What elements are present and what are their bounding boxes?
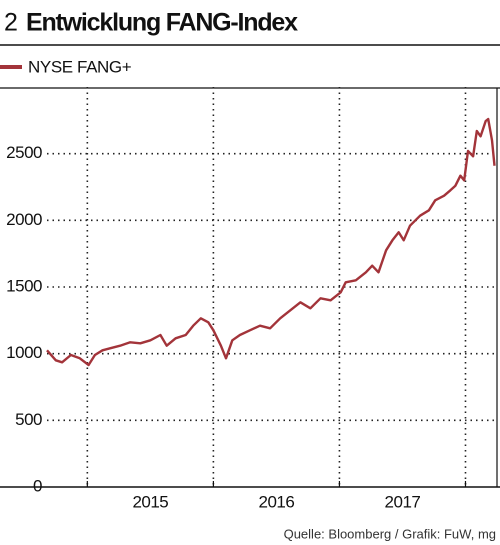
y-tick-label: 500 — [15, 410, 42, 429]
legend-label: NYSE FANG+ — [28, 57, 132, 76]
x-tick-label: 2015 — [132, 492, 168, 511]
y-tick-label: 2500 — [6, 143, 42, 162]
chart-title: Entwicklung FANG-Index — [26, 9, 298, 37]
chart-number: 2 — [4, 9, 18, 37]
series-line — [46, 117, 496, 367]
x-tick-label: 2017 — [385, 492, 421, 511]
x-tick-label: 2016 — [258, 492, 294, 511]
y-tick-label: 0 — [33, 476, 42, 495]
y-tick-label: 1000 — [6, 343, 42, 362]
y-tick-label: 2000 — [6, 210, 42, 229]
source: Quelle: Bloomberg / Grafik: FuW, mg — [284, 526, 496, 541]
y-tick-label: 1500 — [6, 276, 42, 295]
